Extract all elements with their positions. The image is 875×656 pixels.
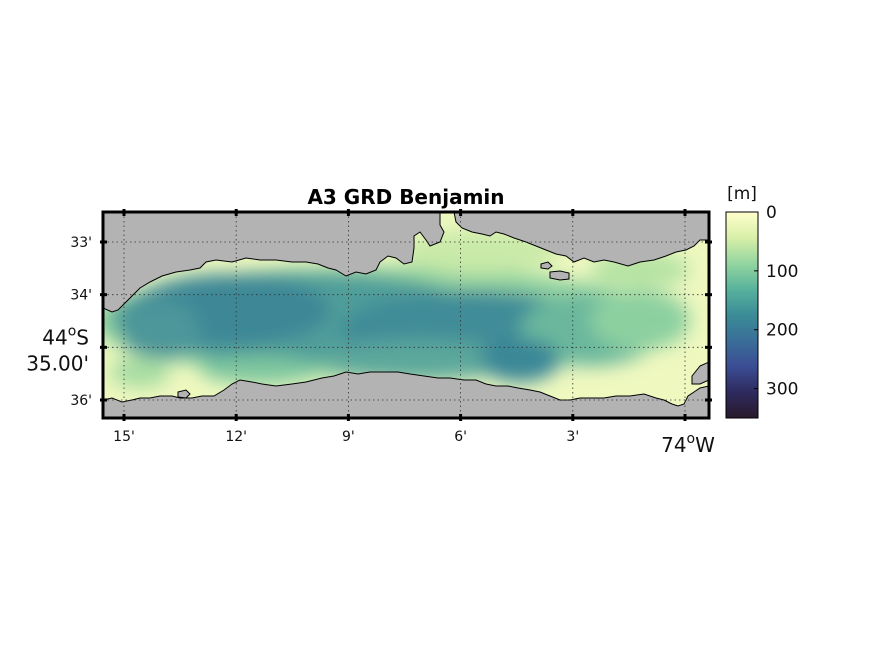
colorbar: [m] 0 100 200 300 xyxy=(725,184,798,419)
map-area xyxy=(103,212,709,418)
y-tick-hemisphere: S xyxy=(76,325,89,349)
x-tick-label: 3' xyxy=(566,429,579,445)
x-tick-label: 12' xyxy=(225,429,247,445)
x-tick-label: 6' xyxy=(454,429,467,445)
colorbar-unit-label: [m] xyxy=(727,184,757,204)
island-2 xyxy=(549,270,570,281)
map-ticks xyxy=(100,209,712,421)
y-tick-degrees: 44 xyxy=(42,325,67,349)
colorbar-tick-label: 300 xyxy=(766,380,798,400)
land-north xyxy=(103,212,445,313)
land-south xyxy=(103,371,709,418)
colorbar-tick-label: 100 xyxy=(766,262,798,282)
longitude-labels: 15' 12' 9' 6' 3' 74oW xyxy=(113,429,715,457)
x-tick-label: 15' xyxy=(113,429,135,445)
colorbar-ticks: 0 100 200 300 xyxy=(754,203,798,400)
colorbar-tick-label: 0 xyxy=(766,203,777,223)
colorbar-tick-label: 200 xyxy=(766,321,798,341)
map-title: A3 GRD Benjamin xyxy=(307,185,504,209)
y-tick-label: 33' xyxy=(70,235,92,251)
land-north-east xyxy=(453,212,709,267)
colorbar-bar xyxy=(725,211,759,419)
y-tick-minutes: 35.00' xyxy=(26,351,89,375)
degree-symbol: o xyxy=(687,431,696,447)
map-frame xyxy=(101,210,711,420)
y-tick-label: 36' xyxy=(70,393,92,409)
x-tick-hemisphere: W xyxy=(695,433,715,457)
island-1 xyxy=(540,261,553,270)
y-tick-label-major: 44oS xyxy=(42,323,89,349)
x-tick-degrees: 74 xyxy=(661,433,686,457)
x-tick-label: 9' xyxy=(342,429,355,445)
y-tick-label: 34' xyxy=(70,288,92,304)
land-east-tip xyxy=(691,361,709,385)
graticule xyxy=(103,212,709,418)
degree-symbol: o xyxy=(68,323,77,339)
x-tick-label-major: 74oW xyxy=(661,431,715,457)
island-south xyxy=(177,389,191,399)
